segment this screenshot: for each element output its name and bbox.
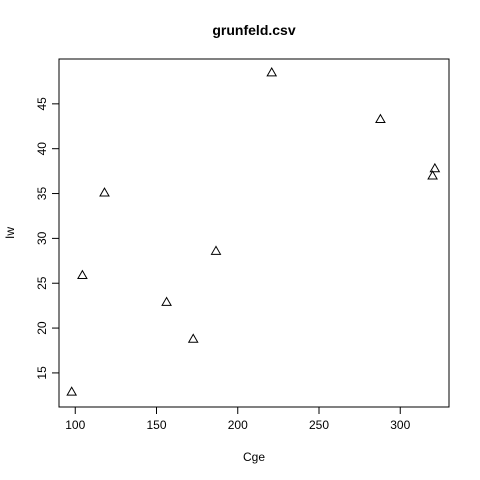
y-tick-label: 40	[35, 142, 49, 156]
chart-title: grunfeld.csv	[212, 22, 295, 38]
x-axis-label: Cge	[243, 450, 265, 464]
data-point	[99, 187, 110, 197]
y-axis-label: Iw	[3, 227, 17, 239]
data-point	[66, 386, 78, 396]
y-tick-label: 35	[35, 187, 49, 201]
x-tick-label: 200	[228, 418, 248, 432]
x-tick-label: 150	[146, 418, 166, 432]
data-point	[375, 113, 386, 123]
data-point	[266, 66, 278, 77]
data-point	[427, 170, 438, 180]
x-tick-label: 300	[390, 418, 410, 432]
y-tick-label: 20	[35, 321, 49, 335]
data-point	[429, 162, 441, 173]
y-tick-label: 30	[35, 231, 49, 245]
data-point	[161, 296, 172, 306]
y-tick-label: 25	[35, 276, 49, 290]
y-axis: 15 20 25 30 35 40 45	[35, 97, 60, 380]
data-point	[210, 245, 222, 255]
x-tick-label: 100	[65, 418, 85, 432]
y-tick-label: 45	[35, 97, 49, 111]
x-axis: 100 150 200 250 300	[65, 406, 411, 432]
x-tick-label: 250	[309, 418, 329, 432]
data-point	[187, 333, 199, 343]
data-point	[77, 269, 88, 280]
plot-frame	[58, 58, 450, 408]
data-points	[66, 66, 441, 396]
y-tick-label: 15	[35, 366, 49, 380]
